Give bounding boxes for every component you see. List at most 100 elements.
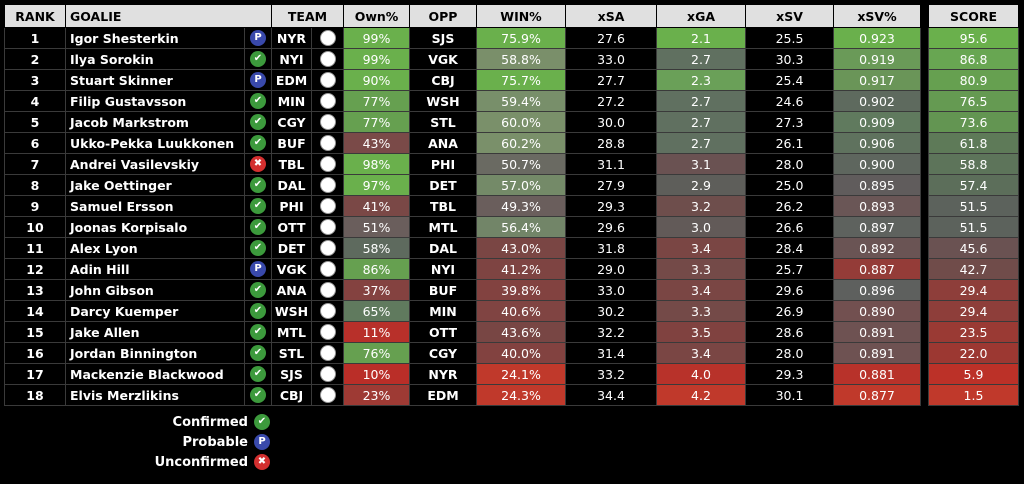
score-cell: 95.6 (928, 27, 1019, 49)
table-row: 17 Mackenzie Blackwood ✔ SJS 10% NYR 24.1% 33.2… (4, 363, 921, 385)
status-cell: ✔ (244, 132, 272, 154)
table-row: 9 Samuel Ersson ✔ PHI 41% TBL 49.3% 29.3 3.2 26.2… (4, 195, 921, 217)
team-logo-cell (311, 153, 344, 175)
legend-label: Confirmed (172, 414, 248, 430)
confirmed-icon: ✔ (250, 51, 266, 68)
status-cell: ✔ (244, 279, 272, 301)
xsv-cell: 30.3 (745, 48, 834, 70)
team-logo-icon (319, 198, 336, 215)
xga-cell: 3.4 (656, 279, 746, 301)
score-cell: 86.8 (928, 48, 1019, 70)
score-row: 86.8 (928, 48, 1019, 70)
xsvpct-cell: 0.909 (833, 111, 921, 133)
team-cell: BUF (271, 132, 312, 154)
table-row: 5 Jacob Markstrom ✔ CGY 77% STL 60.0% 30.0 2.7 27… (4, 111, 921, 133)
table-row: 15 Jake Allen ✔ MTL 11% OTT 43.6% 32.2 3.5 28.6 0.… (4, 321, 921, 343)
team-logo-cell (311, 279, 344, 301)
opp-cell: ANA (409, 132, 477, 154)
confirmed-icon: ✔ (250, 219, 266, 236)
win-header: WIN% (476, 4, 566, 28)
xsv-cell: 27.3 (745, 111, 834, 133)
score-row: 23.5 (928, 321, 1019, 343)
xsv-cell: 25.4 (745, 69, 834, 91)
xsvpct-cell: 0.891 (833, 342, 921, 364)
team-logo-cell (311, 132, 344, 154)
team-logo-cell (311, 174, 344, 196)
xga-cell: 3.0 (656, 216, 746, 238)
score-row: 1.5 (928, 384, 1019, 406)
status-cell: ✔ (244, 111, 272, 133)
goalie-name: Adin Hill (65, 258, 245, 280)
xsa-cell: 31.4 (565, 342, 657, 364)
win-cell: 24.1% (476, 363, 566, 385)
team-logo-icon (319, 30, 336, 47)
team-logo-icon (319, 366, 336, 383)
xga-cell: 2.1 (656, 27, 746, 49)
status-cell: ✖ (244, 153, 272, 175)
team-logo-cell (311, 258, 344, 280)
status-cell: P (244, 69, 272, 91)
xsv-cell: 29.6 (745, 279, 834, 301)
opp-header: OPP (409, 4, 477, 28)
xsa-cell: 28.8 (565, 132, 657, 154)
xsvpct-cell: 0.897 (833, 216, 921, 238)
xsv-cell: 26.9 (745, 300, 834, 322)
own-header: Own% (343, 4, 410, 28)
score-cell: 76.5 (928, 90, 1019, 112)
own-cell: 11% (343, 321, 410, 343)
status-cell: P (244, 27, 272, 49)
xsv-cell: 30.1 (745, 384, 834, 406)
score-cell: 73.6 (928, 111, 1019, 133)
xsv-cell: 29.3 (745, 363, 834, 385)
score-row: 42.7 (928, 258, 1019, 280)
score-cell: 5.9 (928, 363, 1019, 385)
team-logo-cell (311, 321, 344, 343)
table-row: 4 Filip Gustavsson ✔ MIN 77% WSH 59.4% 27.2 2.7 2… (4, 90, 921, 112)
own-cell: 77% (343, 111, 410, 133)
score-cell: 51.5 (928, 195, 1019, 217)
xga-cell: 3.4 (656, 342, 746, 364)
team-cell: DET (271, 237, 312, 259)
team-logo-icon (319, 72, 336, 89)
xsa-cell: 29.3 (565, 195, 657, 217)
xsv-cell: 26.2 (745, 195, 834, 217)
team-logo-icon (319, 387, 336, 404)
team-logo-cell (311, 363, 344, 385)
xsvpct-cell: 0.881 (833, 363, 921, 385)
xsvpct-cell: 0.896 (833, 279, 921, 301)
goalie-name: Ukko-Pekka Luukkonen (65, 132, 245, 154)
team-cell: CGY (271, 111, 312, 133)
goalie-name: Jordan Binnington (65, 342, 245, 364)
legend-item: Probable P (150, 432, 270, 452)
score-row: 29.4 (928, 279, 1019, 301)
win-cell: 59.4% (476, 90, 566, 112)
team-logo-icon (319, 303, 336, 320)
xsvpct-cell: 0.895 (833, 174, 921, 196)
status-cell: ✔ (244, 48, 272, 70)
win-cell: 50.7% (476, 153, 566, 175)
opp-cell: NYI (409, 258, 477, 280)
opp-cell: CBJ (409, 69, 477, 91)
xsvpct-cell: 0.891 (833, 321, 921, 343)
score-row: 57.4 (928, 174, 1019, 196)
status-cell: ✔ (244, 195, 272, 217)
team-logo-icon (319, 156, 336, 173)
team-cell: STL (271, 342, 312, 364)
score-row: 73.6 (928, 111, 1019, 133)
status-cell: ✔ (244, 174, 272, 196)
xga-cell: 4.0 (656, 363, 746, 385)
rank-cell: 13 (4, 279, 66, 301)
opp-cell: TBL (409, 195, 477, 217)
xsv-cell: 28.6 (745, 321, 834, 343)
score-cell: 1.5 (928, 384, 1019, 406)
rank-cell: 3 (4, 69, 66, 91)
team-logo-cell (311, 195, 344, 217)
xsa-cell: 31.1 (565, 153, 657, 175)
rank-cell: 2 (4, 48, 66, 70)
team-cell: OTT (271, 216, 312, 238)
team-logo-cell (311, 27, 344, 49)
table-row: 6 Ukko-Pekka Luukkonen ✔ BUF 43% ANA 60.2% 28.8… (4, 132, 921, 154)
confirmed-icon: ✔ (250, 387, 266, 404)
win-cell: 56.4% (476, 216, 566, 238)
